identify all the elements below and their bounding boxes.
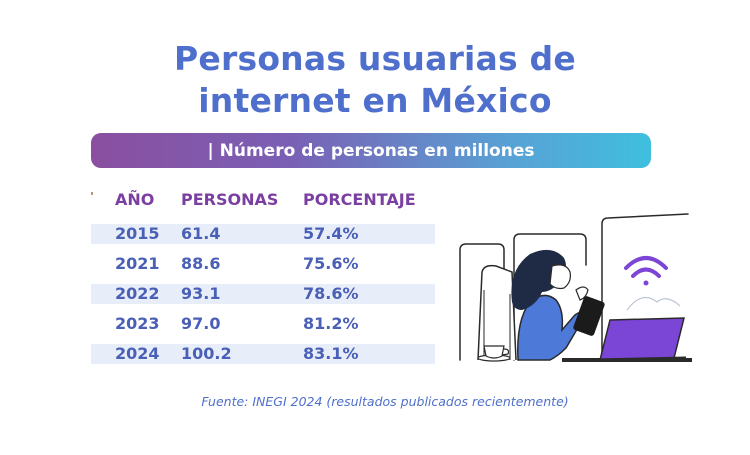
cell-people: 100.2	[181, 344, 232, 363]
subtitle-banner: | Número de personas en millones	[91, 133, 651, 168]
window-icon	[459, 213, 689, 361]
cell-people: 97.0	[181, 314, 221, 333]
cell-percent: 75.6%	[303, 254, 359, 273]
cell-year: 2024	[115, 344, 160, 363]
cell-year: 2023	[115, 314, 160, 333]
table-header: AÑO PERSONAS PORCENTAJE	[91, 186, 435, 214]
table-row: 2015 61.4 57.4%	[91, 224, 435, 244]
cell-year: 2022	[115, 284, 160, 303]
cell-people: 88.6	[181, 254, 221, 273]
laptop-icon	[591, 317, 687, 362]
table-row: 2021 88.6 75.6%	[91, 254, 435, 274]
subtitle-text: | Número de personas en millones	[207, 140, 535, 161]
cell-year: 2015	[115, 224, 160, 243]
cell-percent: 78.6%	[303, 284, 359, 303]
cell-year: 2021	[115, 254, 160, 273]
table-row: 2022 93.1 78.6%	[91, 284, 435, 304]
decorative-dot	[91, 192, 93, 195]
person-with-tablet-icon	[459, 213, 692, 362]
header-people: PERSONAS	[181, 190, 279, 209]
coffee-cup-icon	[477, 345, 511, 362]
title-line-1: Personas usuarias de	[174, 39, 576, 78]
table-row: 2024 100.2 83.1%	[91, 344, 435, 364]
source-note: Fuente: INEGI 2024 (resultados publicado…	[201, 394, 569, 409]
table-row: 2023 97.0 81.2%	[91, 314, 435, 334]
title-line-2: internet en México	[198, 81, 552, 120]
cell-percent: 57.4%	[303, 224, 359, 243]
wifi-icon	[624, 256, 668, 286]
cell-people: 61.4	[181, 224, 221, 243]
data-table: AÑO PERSONAS PORCENTAJE 2015 61.4 57.4% …	[91, 186, 435, 364]
header-percent: PORCENTAJE	[303, 190, 416, 209]
header-year: AÑO	[115, 190, 155, 209]
cell-percent: 83.1%	[303, 344, 359, 363]
page-title: Personas usuarias de internet en México	[0, 38, 750, 122]
tablet-icon	[573, 296, 605, 336]
cell-percent: 81.2%	[303, 314, 359, 333]
cell-people: 93.1	[181, 284, 221, 303]
